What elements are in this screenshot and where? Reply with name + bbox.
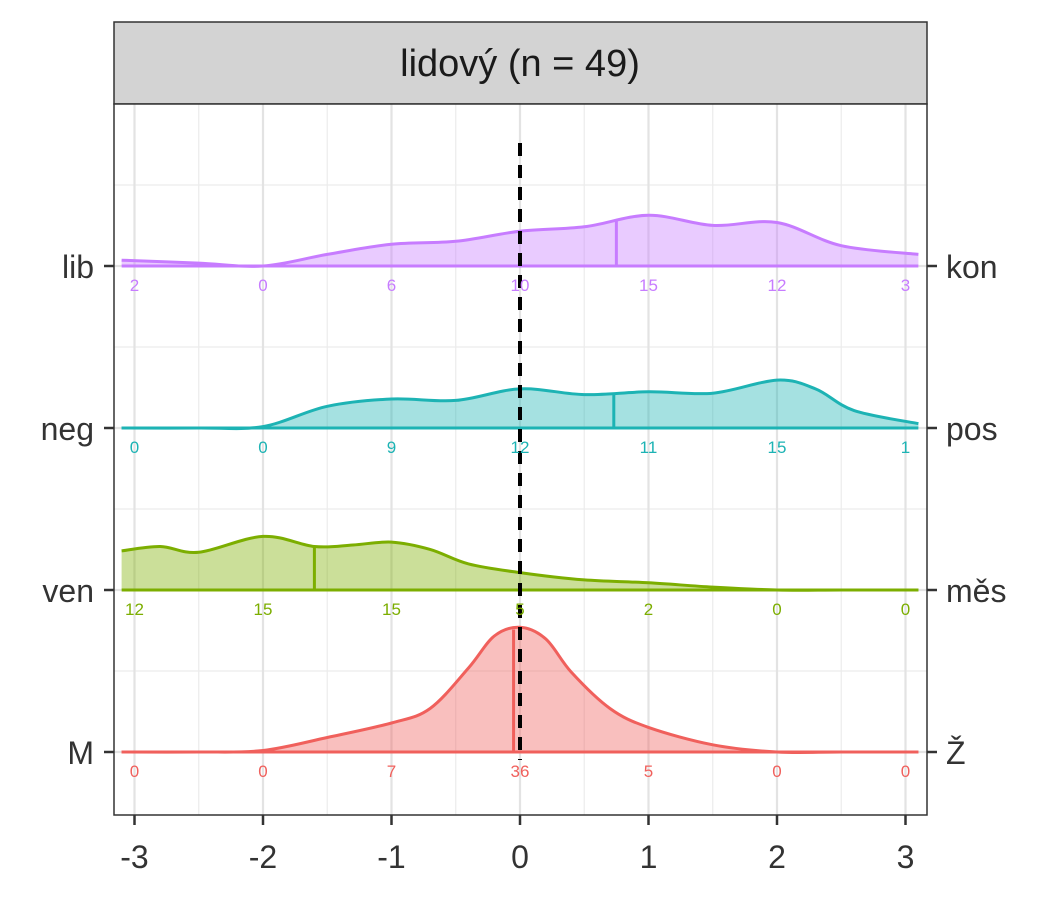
count-label-ven: 0 [772,600,781,619]
right-axis: kon pos měs Ž [927,249,1006,771]
count-label-lib: 6 [387,276,396,295]
count-label-lib: 0 [258,276,267,295]
left-axis: lib neg ven M [41,249,114,771]
density-line-neg [121,378,919,431]
x-tick-label: 1 [640,839,658,875]
right-label-neg: pos [946,411,998,447]
x-tick-label: -2 [249,839,277,875]
count-label-ven: 0 [901,600,910,619]
x-tick-label: 3 [897,839,915,875]
x-tick-label: -3 [120,839,148,875]
left-label-neg: neg [41,411,94,447]
x-tick-label: -1 [377,839,405,875]
right-label-ven: měs [946,573,1006,609]
left-label-lib: lib [62,249,94,285]
count-label-m: 0 [901,762,910,781]
count-labels: 2 0 6 10 15 12 3 0 0 9 12 11 15 1 12 15 15 5 2 0 0 0 0 7 36 5 0 0 [125,276,910,781]
count-label-neg: 12 [511,438,530,457]
facet-title: lidový (n = 49) [400,43,640,85]
count-label-neg: 9 [387,438,396,457]
count-label-m: 0 [130,762,139,781]
count-label-neg: 0 [130,438,139,457]
facet-strip [113,21,928,105]
count-label-lib: 12 [768,276,787,295]
x-tick-label: 2 [768,839,786,875]
count-label-m: 7 [387,762,396,781]
density-area-ven [121,536,919,591]
x-axis: -3 -2 -1 0 1 2 3 [120,815,914,875]
density-area-m [121,627,919,753]
count-label-ven: 15 [382,600,401,619]
count-label-neg: 0 [258,438,267,457]
count-label-ven: 2 [644,600,653,619]
count-label-m: 5 [644,762,653,781]
count-label-ven: 12 [125,600,144,619]
count-label-m: 36 [511,762,530,781]
count-label-lib: 3 [901,276,910,295]
left-label-m: M [67,735,94,771]
left-label-ven: ven [42,573,94,609]
count-label-ven: 15 [254,600,273,619]
count-label-neg: 11 [640,438,658,457]
count-label-lib: 15 [639,276,658,295]
density-line-ven [121,534,919,592]
count-label-ven: 5 [515,600,524,619]
density-area-neg [121,380,919,429]
right-label-lib: kon [946,249,998,285]
count-label-lib: 2 [130,276,139,295]
right-label-m: Ž [946,735,966,771]
count-label-m: 0 [258,762,267,781]
count-label-m: 0 [772,762,781,781]
count-label-neg: 15 [768,438,787,457]
count-label-neg: 1 [901,438,910,457]
count-label-lib: 10 [511,276,530,295]
x-tick-label: 0 [511,839,529,875]
